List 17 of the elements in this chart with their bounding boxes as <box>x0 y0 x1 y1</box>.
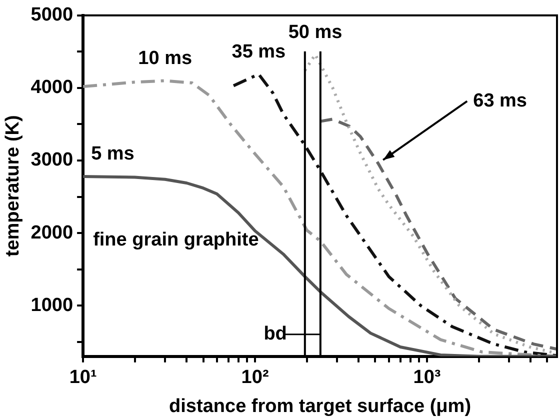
x-tick-label: 10³ <box>413 367 441 388</box>
x-axis-title: distance from target surface (μm) <box>169 396 472 417</box>
y-tick-label: 4000 <box>30 77 74 98</box>
y-axis-title: temperature (K) <box>2 115 24 257</box>
text: 63 ms <box>473 90 527 112</box>
series-label: 10 ms <box>138 48 192 69</box>
y-tick-label: 3000 <box>30 150 74 171</box>
y-tick-label: 1000 <box>30 294 74 316</box>
series-label: 5 ms <box>91 144 134 165</box>
x-tick-label: 10¹ <box>69 367 97 388</box>
series-label: 35 ms <box>232 41 286 62</box>
x-tick-label: 10² <box>241 367 269 388</box>
series-label: 50 ms <box>288 22 342 43</box>
annotation: fine grain graphite <box>93 230 259 251</box>
y-tick-label: 2000 <box>30 222 74 244</box>
y-tick-label: 5000 <box>30 4 74 26</box>
ref-line-label: bd <box>264 324 287 345</box>
